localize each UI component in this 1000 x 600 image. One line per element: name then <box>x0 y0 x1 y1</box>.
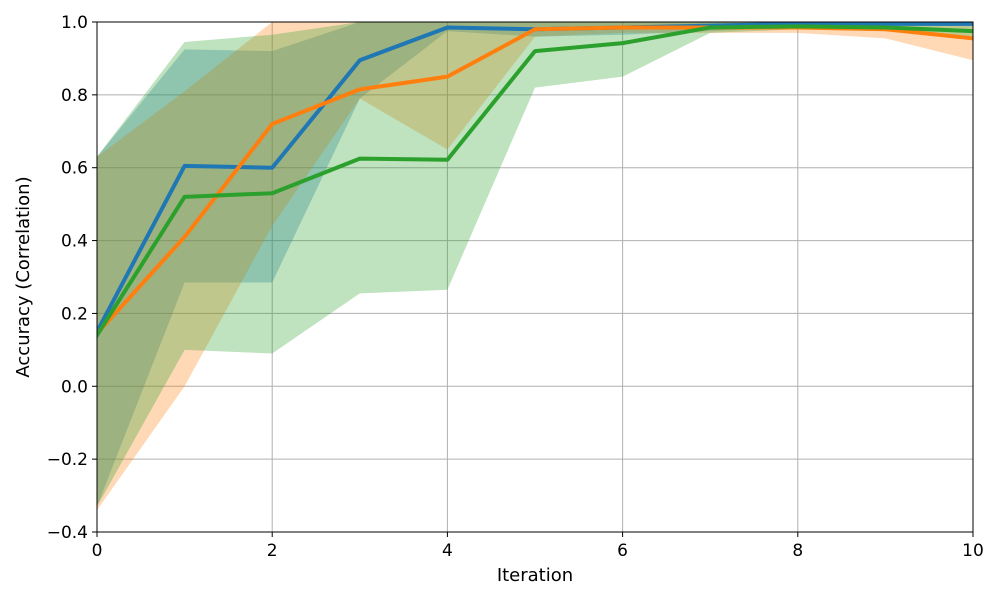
y-tick-label: 0.4 <box>61 232 88 252</box>
plot-frame <box>96 21 974 533</box>
y-axis-label: Accuracy (Correlation) <box>13 176 34 377</box>
series-2-band <box>97 22 973 511</box>
y-axis-ticks: −0.4 −0.2 0.0 0.2 0.4 0.6 0.8 1.0 <box>47 13 97 543</box>
y-tick-label: 0.6 <box>61 159 88 179</box>
series-lines <box>97 22 973 339</box>
x-tick-label: 4 <box>442 541 453 561</box>
y-tick-label: −0.2 <box>47 450 88 470</box>
series-3-band <box>97 22 973 507</box>
x-axis-ticks: 0 2 4 6 8 10 <box>92 532 984 561</box>
y-tick-label: 0.8 <box>61 86 88 106</box>
x-tick-label: 0 <box>92 541 103 561</box>
y-tick-label: 0.0 <box>61 377 88 397</box>
x-axis-label: Iteration <box>497 565 573 586</box>
y-tick-label: 1.0 <box>61 13 88 33</box>
y-tick-label: −0.4 <box>47 523 88 543</box>
x-tick-label: 2 <box>267 541 278 561</box>
y-tick-label: 0.2 <box>61 304 88 324</box>
x-tick-label: 6 <box>617 541 628 561</box>
x-tick-label: 10 <box>962 541 984 561</box>
confidence-bands <box>97 22 973 511</box>
x-tick-label: 8 <box>792 541 803 561</box>
series-1-band <box>97 22 973 507</box>
series-3-line <box>97 24 973 339</box>
